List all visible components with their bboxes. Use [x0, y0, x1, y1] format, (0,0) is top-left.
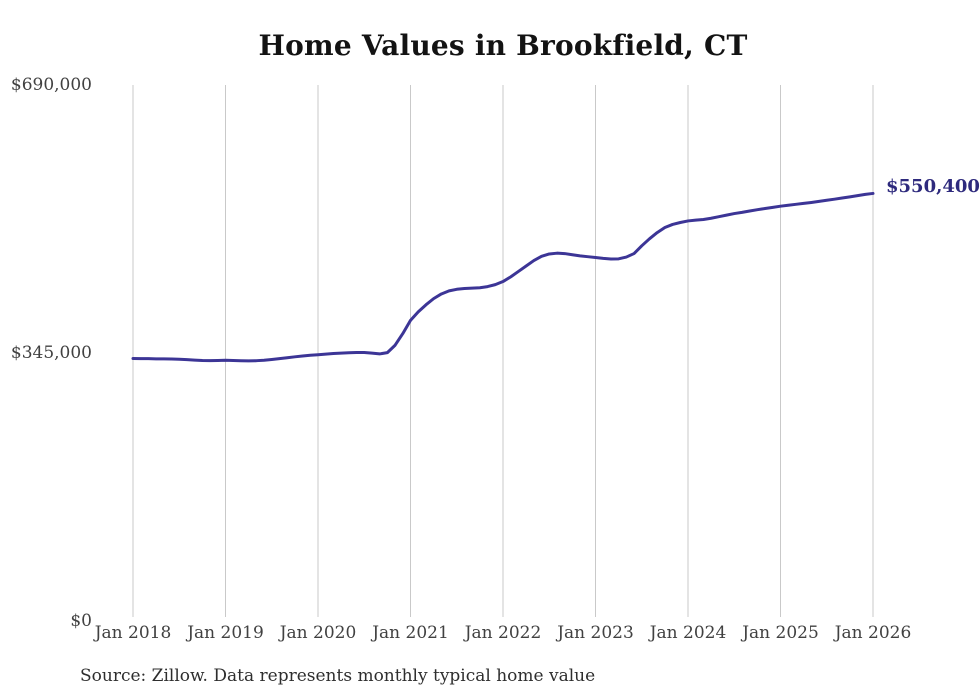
x-axis-label: Jan 2018	[94, 623, 172, 643]
y-axis-label-0: $0	[70, 611, 92, 631]
x-axis-label: Jan 2023	[557, 623, 634, 643]
source-note: Source: Zillow. Data represents monthly …	[80, 666, 596, 686]
x-axis-label: Jan 2024	[649, 623, 727, 643]
vertical-gridlines	[132, 85, 874, 617]
y-axis-label-690000: $690,000	[10, 75, 92, 95]
x-axis-label: Jan 2022	[464, 623, 542, 643]
x-axis-label: Jan 2025	[742, 623, 819, 643]
x-axis-label: Jan 2021	[372, 623, 449, 643]
x-axis-label: Jan 2020	[279, 623, 357, 643]
chart-title: Home Values in Brookfield, CT	[258, 29, 748, 62]
current-value-label: $550,400	[886, 176, 980, 197]
x-axis-label: Jan 2019	[187, 623, 264, 643]
y-axis-label-345000: $345,000	[10, 343, 92, 363]
home-value-line	[131, 191, 875, 363]
x-axis-label: Jan 2026	[834, 623, 912, 643]
